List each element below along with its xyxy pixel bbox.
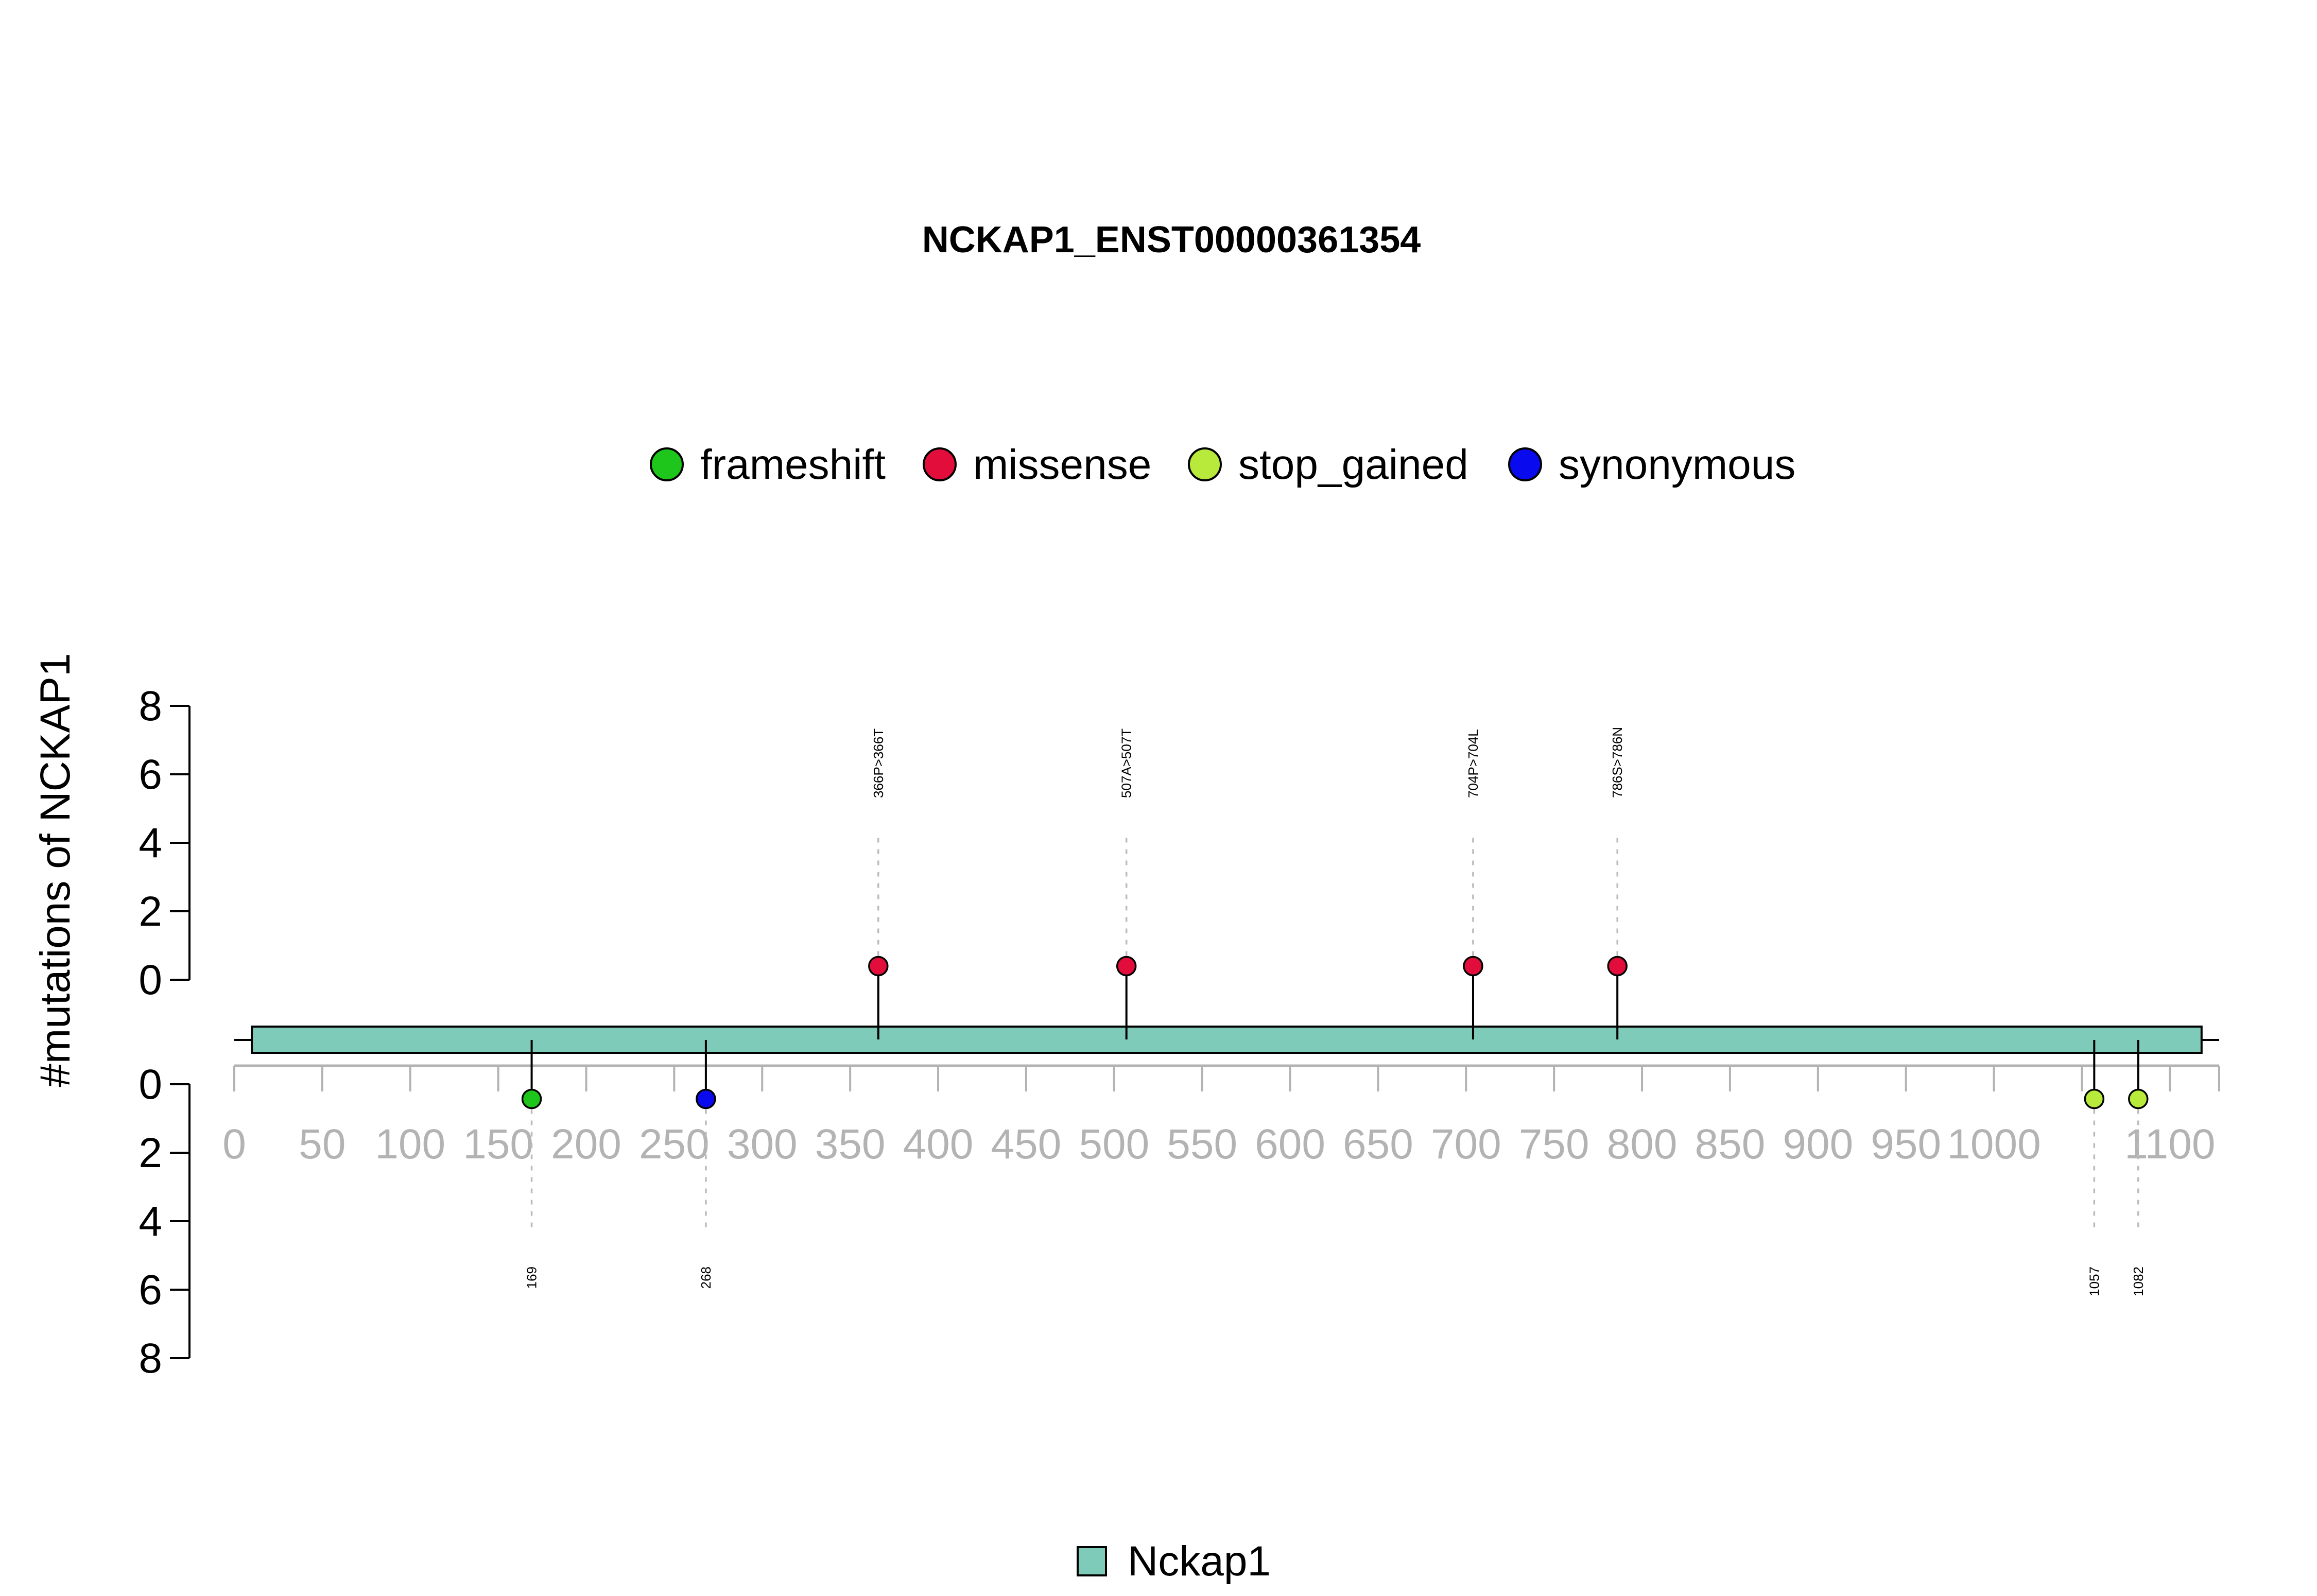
x-tick-label: 700 bbox=[1431, 1121, 1501, 1168]
top-y-tick-label: 6 bbox=[139, 751, 162, 798]
mutation-lollipops: 366P>366T 507A>507T 704P>704L 786S>786N 169 2… bbox=[521, 727, 2149, 1296]
x-tick-label: 250 bbox=[639, 1121, 710, 1168]
x-tick-label: 900 bbox=[1783, 1121, 1853, 1168]
x-tick-label: 400 bbox=[903, 1121, 974, 1168]
x-tick-label: 750 bbox=[1519, 1121, 1589, 1168]
y-axis-label: #mutations of NCKAP1 bbox=[32, 653, 79, 1087]
bottom-y-tick-label: 6 bbox=[139, 1267, 162, 1313]
x-tick-label: 450 bbox=[991, 1121, 1061, 1168]
mutation-label: 169 bbox=[524, 1267, 540, 1289]
x-tick-label: 300 bbox=[727, 1121, 798, 1168]
bottom-y-tick-label: 2 bbox=[139, 1130, 162, 1176]
domain-legend: Nckap1 bbox=[1077, 1538, 1271, 1585]
mutation-label: 704P>704L bbox=[1465, 729, 1481, 798]
legend-marker-stop_gained bbox=[1188, 447, 1222, 481]
mutation-point-frameshift bbox=[521, 1088, 542, 1109]
bottom-y-tick-label: 8 bbox=[139, 1335, 162, 1382]
mutation-point-missense bbox=[1607, 956, 1628, 977]
legend-marker-missense bbox=[923, 447, 957, 481]
legend-marker-frameshift bbox=[650, 447, 684, 481]
x-tick-label: 150 bbox=[463, 1121, 533, 1168]
x-tick-label: 50 bbox=[299, 1121, 345, 1168]
bottom-y-tick-label: 0 bbox=[139, 1061, 162, 1108]
x-tick-label: 600 bbox=[1255, 1121, 1325, 1168]
top-y-tick-label: 2 bbox=[139, 888, 162, 935]
domain-legend-label: Nckap1 bbox=[1128, 1538, 1271, 1585]
legend-label-stop_gained: stop_gained bbox=[1238, 441, 1468, 488]
mutation-type-legend: frameshift missense stop_gained synonymous bbox=[650, 441, 1795, 488]
mutation-label: 507A>507T bbox=[1119, 728, 1134, 798]
mutation-label: 366P>366T bbox=[871, 728, 886, 798]
chart-title: NCKAP1_ENST00000361354 bbox=[922, 219, 1421, 261]
legend-label-synonymous: synonymous bbox=[1559, 441, 1795, 488]
mutation-point-stop_gained bbox=[2128, 1088, 2149, 1109]
domain-legend-swatch bbox=[1077, 1546, 1107, 1576]
x-tick-label: 0 bbox=[222, 1121, 246, 1168]
mutation-point-missense bbox=[1463, 956, 1483, 977]
x-tick-label: 350 bbox=[815, 1121, 886, 1168]
axes: 0 2 4 6 8 0 2 4 6 8 0 50 100 150 200 250 300 350 400 450 500… bbox=[139, 683, 2220, 1382]
top-y-tick-label: 8 bbox=[139, 683, 162, 730]
mutation-label: 786S>786N bbox=[1610, 727, 1625, 798]
legend-label-frameshift: frameshift bbox=[700, 441, 886, 488]
mutation-label: 1057 bbox=[2086, 1267, 2102, 1296]
mutation-label: 1082 bbox=[2131, 1267, 2146, 1296]
x-tick-label: 800 bbox=[1607, 1121, 1678, 1168]
mutation-label: 268 bbox=[698, 1267, 714, 1289]
domain-nckap1 bbox=[251, 1026, 2203, 1054]
bottom-y-tick-label: 4 bbox=[139, 1198, 162, 1245]
x-tick-label: 1100 bbox=[2124, 1121, 2215, 1168]
mutation-point-missense bbox=[868, 956, 889, 977]
legend-label-missense: missense bbox=[973, 441, 1151, 488]
top-y-tick-label: 0 bbox=[139, 957, 162, 1003]
protein-domains bbox=[234, 1026, 2219, 1054]
top-y-tick-label: 4 bbox=[139, 820, 162, 866]
x-tick-label: 200 bbox=[551, 1121, 621, 1168]
x-tick-label: 950 bbox=[1871, 1121, 1941, 1168]
x-tick-label: 650 bbox=[1343, 1121, 1413, 1168]
mutation-point-synonymous bbox=[696, 1088, 716, 1109]
x-tick-label: 500 bbox=[1079, 1121, 1149, 1168]
x-tick-label: 1000 bbox=[1947, 1121, 2041, 1168]
mutation-point-missense bbox=[1116, 956, 1137, 977]
legend-marker-synonymous bbox=[1508, 447, 1542, 481]
mutation-point-stop_gained bbox=[2084, 1088, 2105, 1109]
x-tick-label: 550 bbox=[1167, 1121, 1237, 1168]
x-tick-label: 100 bbox=[375, 1121, 445, 1168]
x-tick-label: 850 bbox=[1695, 1121, 1766, 1168]
